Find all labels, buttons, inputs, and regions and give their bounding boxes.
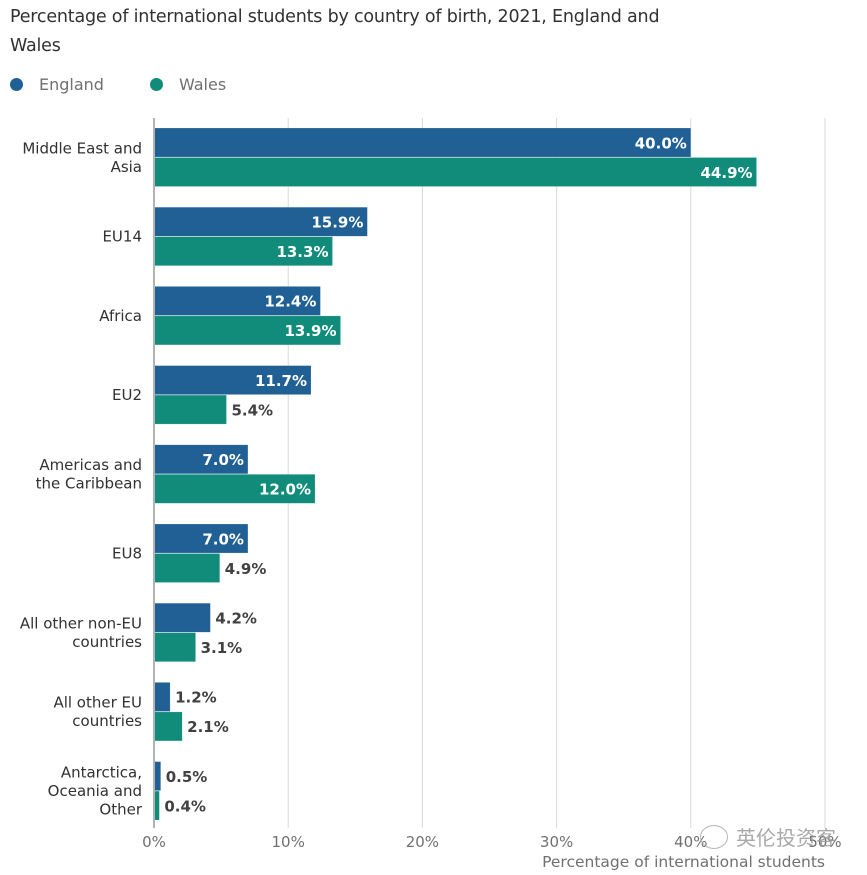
bar-england-7 xyxy=(153,682,171,712)
value-label-wales-7: 2.1% xyxy=(187,718,229,736)
bar-england-5 xyxy=(153,523,249,554)
legend-item-england[interactable]: England xyxy=(10,75,104,94)
value-label-wales-5: 4.9% xyxy=(225,560,267,578)
bar-wales-5 xyxy=(153,553,221,583)
bar-england-3 xyxy=(153,365,312,395)
wechat-icon xyxy=(700,824,728,849)
x-tick-label-0: 0% xyxy=(142,833,166,851)
value-label-wales-8: 0.4% xyxy=(164,797,206,815)
value-label-england-4: 7.0% xyxy=(202,451,244,469)
bar-wales-7 xyxy=(153,711,183,742)
x-tick-label-30: 30% xyxy=(540,833,573,851)
watermark-text: 英伦投资客 xyxy=(736,826,836,850)
legend-label-england: England xyxy=(39,75,104,94)
bar-wales-1 xyxy=(153,236,333,266)
bar-wales-0 xyxy=(153,157,757,187)
value-label-wales-4: 12.0% xyxy=(259,481,311,499)
category-label-8-2: Other xyxy=(99,801,142,819)
bar-wales-4 xyxy=(153,474,316,504)
category-label-3-0: EU2 xyxy=(112,386,142,404)
value-label-england-0: 40.0% xyxy=(635,134,687,152)
value-label-wales-0: 44.9% xyxy=(701,164,753,182)
category-label-7-0: All other EU xyxy=(53,694,142,712)
category-label-0-0: Middle East and xyxy=(22,139,142,157)
bar-england-8 xyxy=(153,761,161,791)
category-label-0-1: Asia xyxy=(111,158,142,176)
legend-swatch-england xyxy=(10,78,23,91)
bar-wales-2 xyxy=(153,315,341,346)
value-label-england-8: 0.5% xyxy=(166,768,208,786)
category-label-6-1: countries xyxy=(72,633,142,651)
category-label-8-1: Oceania and xyxy=(48,782,142,800)
category-label-1-0: EU14 xyxy=(102,228,142,246)
bar-wales-6 xyxy=(153,632,196,662)
value-label-england-5: 7.0% xyxy=(202,530,244,548)
chart-title: Percentage of international students by … xyxy=(10,7,660,56)
x-axis-title: Percentage of international students xyxy=(542,853,825,871)
legend-item-wales[interactable]: Wales xyxy=(149,75,227,94)
value-label-wales-2: 13.9% xyxy=(284,322,336,340)
category-label-2-0: Africa xyxy=(99,307,142,325)
category-label-7-1: countries xyxy=(72,712,142,730)
bar-england-6 xyxy=(153,602,211,633)
value-label-england-7: 1.2% xyxy=(175,689,217,707)
x-tick-label-40: 40% xyxy=(674,833,707,851)
x-tick-label-50: 50% xyxy=(808,833,841,851)
value-label-wales-6: 3.1% xyxy=(201,639,243,657)
category-label-5-0: EU8 xyxy=(112,545,142,563)
legend-label-wales: Wales xyxy=(178,75,227,94)
category-label-6-0: All other non-EU xyxy=(20,614,142,632)
x-tick-label-20: 20% xyxy=(406,833,439,851)
category-label-4-0: Americas and xyxy=(39,456,142,474)
value-label-england-3: 11.7% xyxy=(255,372,307,390)
category-label-8-0: Antarctica, xyxy=(61,764,142,782)
bar-wales-3 xyxy=(153,394,227,425)
value-label-wales-3: 5.4% xyxy=(231,401,273,419)
bar-england-1 xyxy=(153,206,368,237)
legend: England Wales xyxy=(10,75,272,94)
value-label-england-1: 15.9% xyxy=(311,213,363,231)
bar-england-0 xyxy=(153,127,692,158)
watermark: 英伦投资客 xyxy=(700,822,836,851)
bar-england-4 xyxy=(153,444,249,475)
value-label-england-2: 12.4% xyxy=(264,293,316,311)
bar-england-2 xyxy=(153,286,321,316)
value-label-wales-1: 13.3% xyxy=(276,243,328,261)
x-tick-label-10: 10% xyxy=(272,833,305,851)
value-label-england-6: 4.2% xyxy=(215,609,257,627)
category-label-4-1: the Caribbean xyxy=(36,475,142,493)
legend-swatch-wales xyxy=(149,78,163,91)
